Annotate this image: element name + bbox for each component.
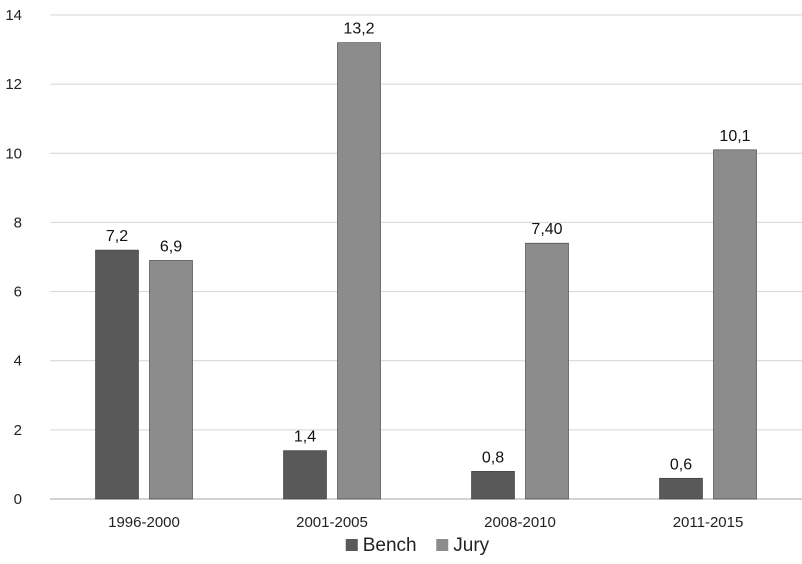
bar-bench [95, 249, 139, 500]
data-label: 13,2 [343, 21, 374, 38]
data-label: 10,1 [719, 128, 750, 145]
x-tick-label: 1996-2000 [108, 514, 180, 531]
bar-bench [471, 471, 515, 500]
y-axis-ticks: 0 2 4 6 8 10 12 14 [5, 7, 22, 508]
data-label: 0,6 [670, 456, 692, 473]
bars [95, 42, 757, 500]
y-tick-label: 2 [14, 422, 22, 439]
x-tick-label: 2001-2005 [296, 514, 368, 531]
legend-label-bench: Bench [363, 535, 417, 556]
y-tick-label: 14 [5, 7, 22, 24]
data-label: 6,9 [160, 238, 182, 255]
bar-jury [713, 149, 757, 500]
y-tick-label: 10 [5, 145, 22, 162]
data-label: 0,8 [482, 449, 504, 466]
data-label: 1,4 [294, 429, 316, 446]
bar-jury [525, 242, 569, 500]
bar-bench [283, 450, 327, 500]
legend-label-jury: Jury [453, 535, 489, 556]
y-tick-label: 0 [14, 491, 22, 508]
legend-swatch-jury [436, 539, 449, 551]
bar-jury [337, 42, 381, 500]
x-tick-label: 2011-2015 [673, 514, 744, 531]
y-tick-label: 12 [5, 76, 22, 93]
bar-jury [149, 260, 193, 500]
data-label: 7,40 [531, 221, 562, 238]
data-labels: 7,2 6,9 1,4 13,2 0,8 7,40 0,6 10,1 [106, 21, 751, 474]
x-axis-ticks: 1996-2000 2001-2005 2008-2010 2011-2015 [108, 514, 743, 531]
bar-bench [659, 477, 703, 500]
y-tick-label: 4 [14, 353, 22, 370]
legend-swatch-bench [345, 539, 358, 551]
data-label: 7,2 [106, 228, 128, 245]
y-tick-label: 6 [14, 284, 22, 301]
y-tick-label: 8 [14, 214, 22, 231]
x-tick-label: 2008-2010 [484, 514, 556, 531]
legend: Bench Jury [345, 535, 490, 556]
